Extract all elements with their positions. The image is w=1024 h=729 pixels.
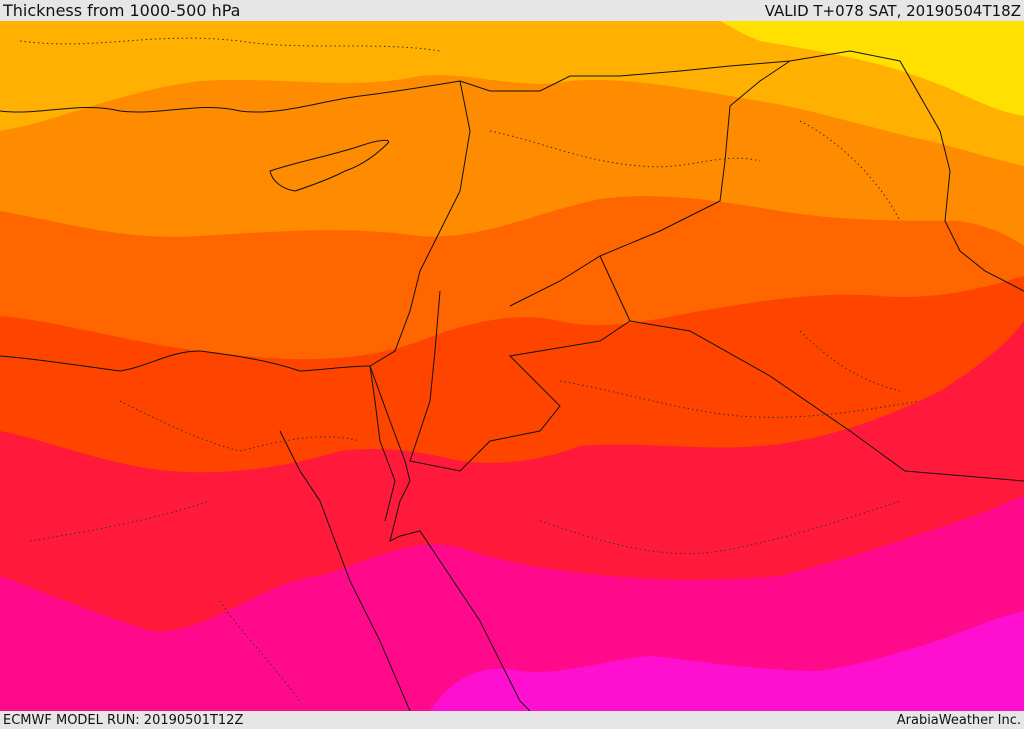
footer-bar: ECMWF MODEL RUN: 20190501T12Z ArabiaWeat… xyxy=(0,711,1024,729)
map-canvas xyxy=(0,21,1024,711)
levant-coast xyxy=(369,80,471,367)
red-sea-east-coast xyxy=(389,480,531,711)
iraq-iran-border xyxy=(789,50,1024,292)
saudi-iraq-border xyxy=(629,320,1024,482)
iraq-syria-border xyxy=(509,60,791,307)
jordan-border xyxy=(409,255,631,472)
turkey-coast xyxy=(0,80,461,113)
credit-label: ArabiaWeather Inc. xyxy=(896,712,1021,728)
thickness-map xyxy=(0,21,1024,711)
map-title: Thickness from 1000-500 hPa xyxy=(3,1,241,20)
gulf-of-suez xyxy=(369,365,396,522)
header-bar: Thickness from 1000-500 hPa VALID T+078 … xyxy=(0,0,1024,21)
cyprus-outline xyxy=(269,139,390,192)
valid-time: VALID T+078 SAT, 20190504T18Z xyxy=(764,1,1021,20)
sinai-border xyxy=(369,365,411,482)
egypt-north-coast xyxy=(0,350,371,372)
band-pink xyxy=(430,611,1024,711)
band-yellow xyxy=(720,21,1024,116)
syria-border xyxy=(459,60,791,92)
internal-boundaries xyxy=(19,37,921,702)
band-magenta xyxy=(0,496,1024,711)
model-run-label: ECMWF MODEL RUN: 20190501T12Z xyxy=(3,712,244,728)
red-sea-west-coast xyxy=(279,430,411,711)
country-borders xyxy=(0,50,1024,711)
